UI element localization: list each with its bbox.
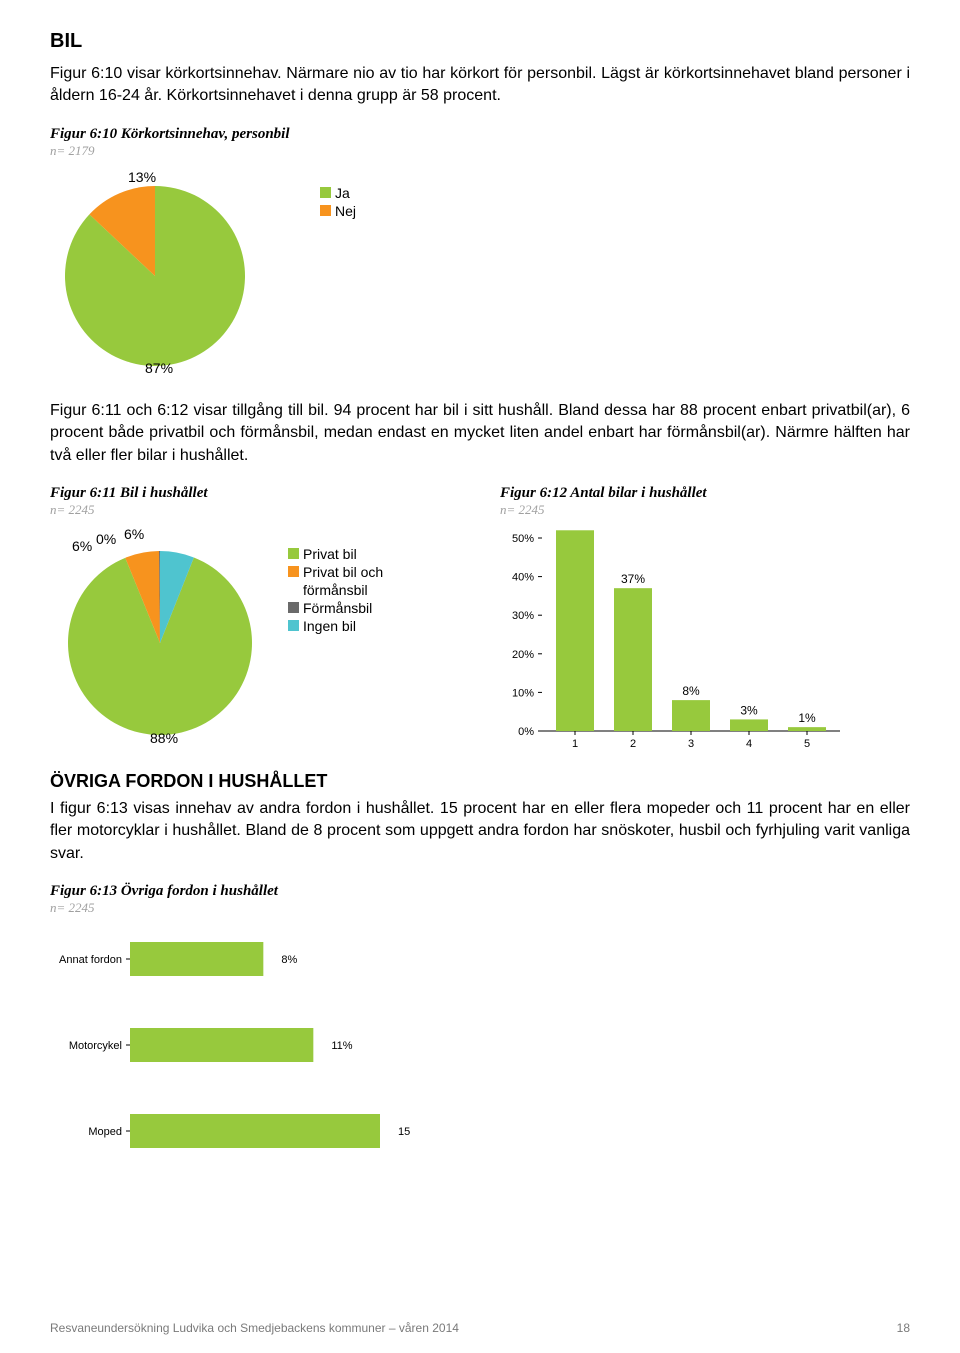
legend-label-cont: förmånsbil: [303, 582, 368, 598]
legend-item: Ja: [320, 185, 356, 201]
legend-label: Förmånsbil: [303, 600, 372, 616]
legend-swatch: [288, 620, 299, 631]
legend-label: Privat bil och: [303, 564, 383, 580]
legend-swatch: [320, 187, 331, 198]
pie610-label-nej: 13%: [128, 169, 156, 185]
mid-paragraph: Figur 6:11 och 6:12 visar tillgång till …: [50, 400, 910, 467]
svg-text:30%: 30%: [512, 610, 534, 622]
svg-text:52%: 52%: [563, 526, 587, 528]
pie611-lbl-6a: 6%: [72, 538, 92, 554]
legend-label: Ja: [335, 185, 350, 201]
svg-text:Motorcykel: Motorcykel: [69, 1040, 122, 1052]
svg-text:15%: 15%: [398, 1126, 410, 1138]
fig612-n: n= 2245: [500, 502, 910, 518]
svg-text:1%: 1%: [798, 711, 816, 725]
pie611-lbl-0: 0%: [96, 531, 116, 547]
svg-text:Moped: Moped: [88, 1126, 122, 1138]
svg-text:0%: 0%: [518, 726, 534, 738]
svg-text:40%: 40%: [512, 572, 534, 584]
fig611-n: n= 2245: [50, 502, 470, 518]
legend-label: Nej: [335, 203, 356, 219]
legend-item: Privat bil och: [288, 564, 383, 580]
legend-swatch: [288, 602, 299, 613]
fig610-legend: Ja Nej: [320, 185, 356, 221]
subsection-title: ÖVRIGA FORDON I HUSHÅLLET: [50, 771, 910, 792]
svg-text:4: 4: [746, 738, 752, 750]
fig612-title: Figur 6:12 Antal bilar i hushållet: [500, 485, 910, 502]
legend-item: förmånsbil: [303, 582, 383, 598]
section-title: BIL: [50, 30, 910, 53]
svg-text:50%: 50%: [512, 533, 534, 545]
ovriga-paragraph: I figur 6:13 visas innehav av andra ford…: [50, 798, 910, 865]
legend-label: Privat bil: [303, 546, 357, 562]
fig611-title: Figur 6:11 Bil i hushållet: [50, 485, 470, 502]
legend-swatch: [288, 548, 299, 559]
fig610-n: n= 2179: [50, 143, 910, 159]
pie611-lbl-privat: 88%: [150, 730, 178, 746]
svg-text:11%: 11%: [331, 1040, 352, 1052]
legend-swatch: [320, 205, 331, 216]
legend-label: Ingen bil: [303, 618, 356, 634]
pie611-lbl-6b: 6%: [124, 526, 144, 542]
legend-item: Nej: [320, 203, 356, 219]
svg-text:3%: 3%: [740, 703, 758, 717]
fig613-title: Figur 6:13 Övriga fordon i hushållet: [50, 883, 910, 900]
legend-item: Privat bil: [288, 546, 383, 562]
svg-text:37%: 37%: [621, 572, 645, 586]
legend-item: Ingen bil: [288, 618, 383, 634]
fig613-hbar-chart: 8%Annat fordon11%Motorcykel15%Moped0%5%1…: [50, 924, 410, 1194]
fig613-n: n= 2245: [50, 900, 910, 916]
svg-text:Annat fordon: Annat fordon: [59, 954, 122, 966]
legend-item: Förmånsbil: [288, 600, 383, 616]
svg-text:8%: 8%: [682, 684, 700, 698]
svg-text:8%: 8%: [281, 954, 297, 966]
svg-text:2: 2: [630, 738, 636, 750]
svg-text:5: 5: [804, 738, 810, 750]
footer-right: 18: [897, 1321, 910, 1335]
svg-text:20%: 20%: [512, 649, 534, 661]
fig611-legend: Privat bil Privat bil och förmånsbil För…: [288, 546, 383, 636]
fig610-title: Figur 6:10 Körkortsinnehav, personbil: [50, 126, 910, 143]
intro-paragraph: Figur 6:10 visar körkortsinnehav. Närmar…: [50, 63, 910, 108]
fig610-pie: 13% 87%: [50, 167, 260, 382]
fig612-bar-chart: 0% 10% 20% 30% 40% 50% 52% 1 37% 2 8% 3 3% 4 1% 5: [500, 526, 850, 756]
page-footer: Resvaneundersökning Ludvika och Smedjeba…: [50, 1321, 910, 1335]
svg-text:3: 3: [688, 738, 694, 750]
footer-left: Resvaneundersökning Ludvika och Smedjeba…: [50, 1321, 459, 1335]
legend-swatch: [288, 566, 299, 577]
fig611-pie: 88% 6% 0% 6%: [50, 526, 270, 751]
svg-text:10%: 10%: [512, 687, 534, 699]
svg-text:1: 1: [572, 738, 578, 750]
pie610-label-ja: 87%: [145, 360, 173, 376]
